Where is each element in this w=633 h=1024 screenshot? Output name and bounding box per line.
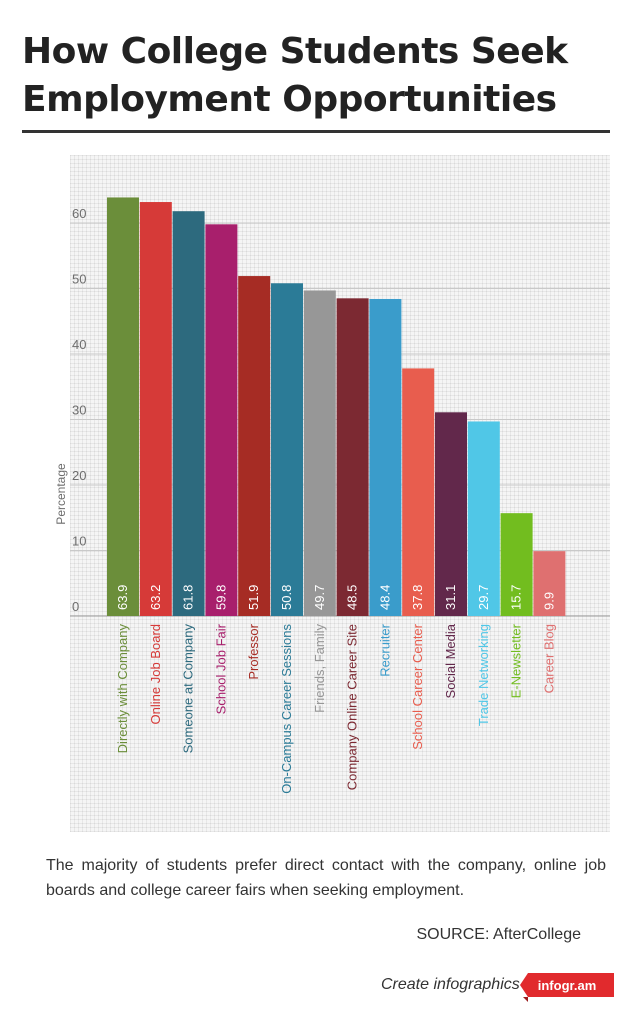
y-tick-label: 10: [72, 534, 86, 549]
infogram-logo[interactable]: infogr.am: [519, 973, 615, 1002]
y-tick-label: 60: [72, 206, 86, 221]
category-label: Trade Networking: [476, 624, 491, 726]
y-tick-label: 0: [72, 599, 79, 614]
y-tick-label: 30: [72, 403, 86, 418]
category-label: Professor: [246, 623, 261, 679]
y-tick-label: 40: [72, 337, 86, 352]
bar: [107, 197, 139, 616]
bar-value-label: 61.8: [181, 585, 196, 610]
bar-value-label: 50.8: [279, 585, 294, 610]
category-label: School Job Fair: [213, 623, 228, 714]
bar-value-label: 63.2: [148, 585, 163, 610]
category-label: Friends, Family: [312, 624, 327, 713]
bar: [467, 421, 500, 616]
category-label: Social Media: [443, 623, 458, 698]
bar: [402, 368, 435, 616]
bar: [369, 298, 402, 616]
bar-value-label: 51.9: [246, 585, 261, 610]
page-title: How College Students Seek Employment Opp…: [22, 28, 612, 124]
chart-caption: The majority of students prefer direct c…: [46, 857, 606, 899]
bar-value-label: 63.9: [115, 585, 130, 610]
bar-value-label: 37.8: [410, 585, 425, 610]
y-axis-label: Percentage: [54, 463, 68, 525]
logo-flag-shape: [522, 997, 528, 1002]
bar-value-label: 49.7: [312, 585, 327, 610]
source-note: SOURCE: AfterCollege: [416, 926, 581, 943]
category-label: Directly with Company: [115, 624, 130, 754]
bar-value-label: 48.5: [345, 585, 360, 610]
bar: [139, 202, 172, 617]
bar: [271, 283, 303, 616]
title-divider: [22, 130, 610, 133]
bar-value-label: 31.1: [443, 585, 458, 610]
bar-value-label: 48.4: [377, 585, 392, 610]
bar: [205, 224, 238, 616]
title-line-1: How College Students Seek: [22, 31, 568, 72]
bar-value-label: 59.8: [213, 585, 228, 610]
title-line-2: Employment Opportunities: [22, 79, 557, 120]
category-label: Career Blog: [541, 624, 556, 693]
category-label: Recruiter: [377, 623, 392, 676]
y-tick-label: 20: [72, 468, 86, 483]
category-label: School Career Center: [410, 623, 425, 749]
credit-text: Create infographics: [381, 976, 520, 993]
infogram-logo-label: infogr.am: [537, 977, 597, 993]
infogram-credit[interactable]: Create infographics infogr.am: [381, 973, 615, 1002]
bar: [500, 513, 533, 616]
bar: [238, 276, 271, 616]
category-label: Someone at Company: [181, 624, 196, 754]
bar: [533, 551, 566, 616]
category-label: On-Campus Career Sessions: [279, 624, 294, 794]
bar-value-label: 9.9: [541, 592, 556, 610]
bar-value-label: 29.7: [476, 585, 491, 610]
y-tick-label: 50: [72, 272, 86, 287]
bar-value-label: 15.7: [509, 585, 524, 610]
category-label: Company Online Career Site: [345, 624, 360, 790]
bar: [303, 290, 336, 616]
bar: [336, 298, 369, 616]
category-label: Online Job Board: [148, 624, 163, 724]
bar: [172, 211, 205, 616]
category-label: E-Newsletter: [509, 623, 524, 698]
bar: [435, 412, 467, 616]
